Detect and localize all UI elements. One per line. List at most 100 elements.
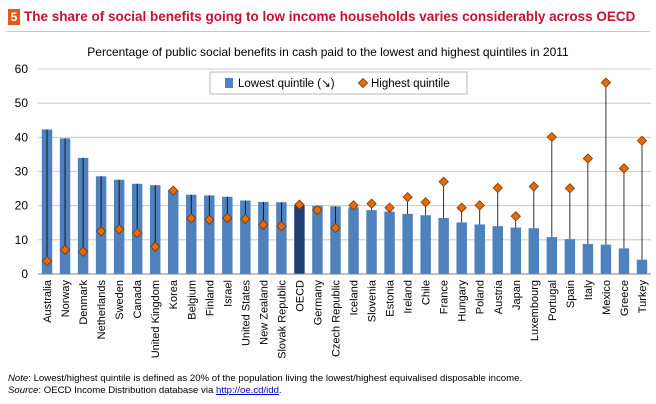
bar-lowest-quintile [294, 205, 305, 274]
marker-highest-quintile [258, 219, 269, 230]
bar-lowest-quintile [348, 207, 359, 274]
y-tick-label: 0 [21, 267, 28, 281]
x-tick-label: New Zealand [258, 280, 270, 345]
y-tick-label: 20 [15, 199, 29, 213]
bar-lowest-quintile [600, 244, 612, 274]
header-divider [6, 31, 650, 32]
y-tick-label: 60 [15, 62, 29, 76]
x-tick-label: Poland [475, 280, 487, 314]
figure-title: The share of social benefits going to lo… [24, 9, 636, 24]
marker-highest-quintile [77, 246, 89, 257]
bar-lowest-quintile [330, 206, 341, 274]
source-link[interactable]: http://oe.cd/idd [215, 385, 279, 396]
y-tick-label: 30 [15, 165, 29, 179]
bar-lowest-quintile [186, 194, 197, 274]
marker-highest-quintile [222, 212, 233, 224]
bar-lowest-quintile [312, 205, 323, 274]
legend-marker-highest [357, 77, 369, 89]
bar-lowest-quintile [276, 202, 287, 274]
marker-highest-quintile [186, 213, 197, 224]
x-tick-label: United Kingdom [150, 280, 162, 358]
marker-highest-quintile [510, 211, 521, 222]
x-tick-label: Germany [312, 280, 324, 326]
bar-lowest-quintile [222, 196, 233, 274]
x-tick-label: Luxembourg [529, 280, 541, 341]
note-line: Note: Lowest/highest quintile is defined… [8, 373, 648, 385]
note-text: : Lowest/highest quintile is defined as … [28, 373, 523, 384]
legend-swatch-lowest [225, 78, 233, 88]
x-tick-label: Czech Republic [330, 280, 342, 358]
marker-highest-quintile [636, 135, 648, 146]
bar-lowest-quintile [546, 237, 558, 274]
bar-lowest-quintile [384, 211, 395, 274]
x-tick-label: Korea [168, 279, 180, 309]
note-label: Note [8, 373, 29, 384]
marker-highest-quintile [204, 214, 215, 225]
marker-highest-quintile [95, 226, 107, 237]
x-tick-label: OECD [294, 280, 306, 312]
marker-highest-quintile [330, 222, 341, 234]
marker-highest-quintile [276, 221, 287, 232]
marker-highest-quintile [294, 199, 305, 210]
x-tick-label: Greece [619, 280, 631, 316]
marker-highest-quintile [402, 191, 413, 203]
marker-highest-quintile [348, 200, 359, 211]
bar-lowest-quintile [366, 210, 377, 274]
bar-lowest-quintile [564, 239, 576, 274]
bar-lowest-quintile [618, 248, 630, 274]
source-text: : OECD Income Distribution database via [38, 385, 216, 396]
marker-highest-quintile [420, 197, 431, 208]
y-tick-label: 10 [15, 233, 29, 247]
x-tick-label: Japan [511, 280, 523, 310]
marker-highest-quintile [113, 224, 125, 235]
marker-highest-quintile [618, 163, 630, 174]
bar-lowest-quintile [474, 224, 485, 274]
figure-number-badge: 5 [8, 9, 20, 25]
bar-lowest-quintile [167, 190, 179, 274]
x-tick-label: Hungary [457, 280, 469, 322]
bar-lowest-quintile [204, 195, 215, 274]
bar-lowest-quintile [636, 259, 648, 274]
bar-lowest-quintile [258, 201, 269, 274]
marker-highest-quintile [131, 227, 143, 239]
x-tick-label: United States [240, 280, 252, 347]
x-tick-label: Chile [421, 280, 433, 305]
source-line: Source: OECD Income Distribution databas… [8, 385, 648, 397]
bar-lowest-quintile [456, 222, 467, 274]
x-tick-label: Turkey [637, 280, 649, 314]
legend-box [209, 71, 468, 95]
x-tick-label: Spain [565, 280, 577, 308]
x-tick-label: Denmark [78, 280, 90, 325]
marker-highest-quintile [150, 241, 161, 252]
x-tick-label: Canada [132, 279, 144, 318]
x-tick-label: Belgium [186, 280, 198, 320]
marker-highest-quintile [312, 204, 323, 216]
marker-highest-quintile [41, 255, 53, 267]
x-tick-label: Sweden [114, 280, 126, 320]
marker-highest-quintile [384, 202, 395, 213]
bar-lowest-quintile [528, 228, 540, 274]
marker-highest-quintile [564, 183, 576, 194]
x-tick-label: Australia [42, 279, 54, 323]
legend: Lowest quintile (↘) Highest quintile [209, 71, 468, 95]
legend-label-highest: Highest quintile [371, 78, 450, 90]
y-tick-label: 40 [15, 130, 29, 144]
chart-header: 5 The share of social benefits going to … [6, 6, 652, 30]
source-end: . [278, 385, 282, 396]
y-tick-label: 50 [15, 96, 29, 110]
bar-lowest-quintile [438, 217, 449, 274]
x-tick-label: Norway [60, 280, 72, 318]
chart-title: Percentage of public social benefits in … [87, 45, 569, 59]
x-tick-label: Slovak Republic [276, 280, 288, 359]
footnote: Note: Lowest/highest quintile is defined… [8, 373, 648, 397]
x-tick-label: France [439, 280, 451, 314]
source-label: Source [8, 385, 39, 396]
marker-highest-quintile [456, 202, 467, 213]
marker-highest-quintile [546, 131, 558, 143]
x-tick-label: Italy [583, 280, 595, 301]
bar-lowest-quintile [582, 243, 594, 274]
marker-highest-quintile [492, 182, 503, 194]
x-tick-label: Iceland [349, 280, 361, 315]
marker-highest-quintile [59, 244, 71, 255]
